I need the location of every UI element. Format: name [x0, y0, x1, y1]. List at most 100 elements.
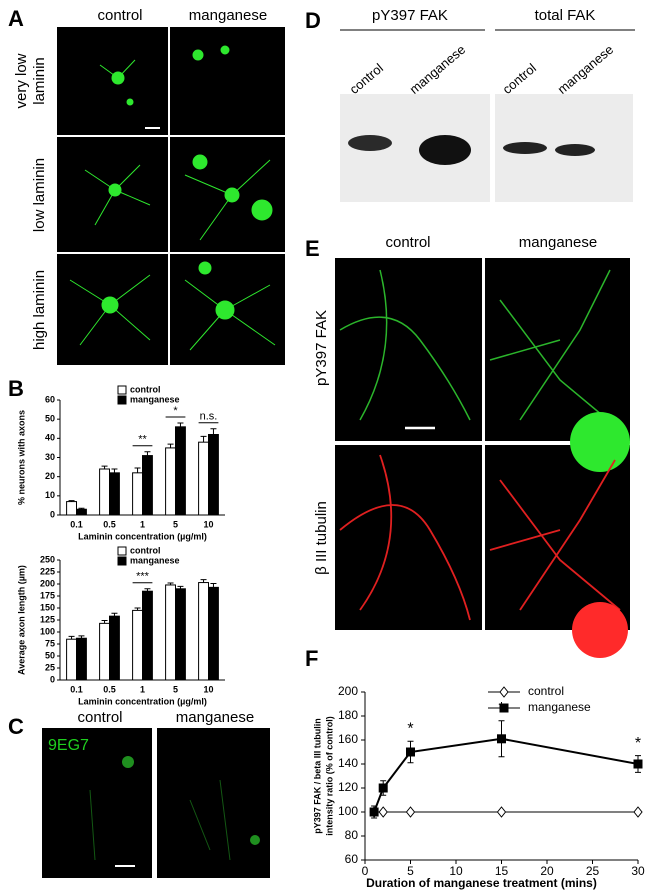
error-bar: [210, 428, 217, 435]
x-tick-label: 20: [540, 864, 554, 878]
lane-label: control: [499, 60, 539, 97]
marker: [369, 807, 379, 817]
x-tick-label: 1: [140, 684, 145, 694]
bar: [99, 468, 110, 516]
lane-label: manganese: [406, 42, 468, 97]
bar: [198, 441, 210, 516]
y-tick-label: 160: [338, 732, 358, 746]
row-label: low laminin: [31, 158, 48, 232]
y-tick-label: 30: [45, 452, 55, 462]
x-tick-label: 5: [173, 684, 178, 694]
western-blot: [340, 94, 633, 202]
bar: [142, 455, 153, 516]
error-bar: [210, 583, 217, 588]
bar: [99, 622, 110, 681]
x-tick-label: 15: [495, 864, 509, 878]
y-tick-label: 150: [40, 602, 55, 612]
error-bar: [68, 500, 75, 502]
x-axis-title: Laminin concentration (µg/ml): [78, 531, 207, 541]
y-tick-label: 75: [45, 638, 55, 648]
annotation: **: [138, 434, 147, 446]
bar: [208, 586, 219, 681]
panel-label: C: [8, 714, 24, 739]
marker: [633, 806, 643, 818]
row-label: laminin: [31, 57, 48, 105]
x-tick-label: 0.5: [103, 519, 116, 529]
y-tick-label: 50: [45, 414, 55, 424]
marker: [406, 747, 415, 757]
x-tick-label: 10: [449, 864, 463, 878]
bar: [76, 508, 87, 516]
error-bar: [144, 588, 151, 592]
annotation: *: [407, 720, 413, 737]
y-tick-label: 125: [40, 614, 55, 624]
error-bar: [167, 582, 174, 585]
column-header: control: [97, 7, 142, 24]
error-bar: [177, 585, 184, 589]
micrographs: [335, 258, 630, 658]
x-tick-label: 0.1: [70, 519, 83, 529]
panel-label: B: [8, 376, 24, 401]
bar: [132, 609, 144, 681]
y-axis-title: pY397 FAK / beta III tubulin: [312, 718, 322, 834]
legend-label: control: [528, 684, 564, 698]
annotation: ***: [136, 571, 150, 583]
bar: [198, 582, 210, 681]
y-tick-label: 50: [45, 650, 55, 660]
x-tick-label: 0.1: [70, 684, 83, 694]
bar: [66, 501, 77, 516]
error-bar: [200, 579, 207, 583]
column-header: manganese: [176, 709, 254, 726]
bar: [132, 472, 144, 516]
bar: [76, 637, 87, 681]
row-label: high laminin: [31, 270, 48, 350]
panel-label: A: [8, 6, 24, 31]
x-tick-label: 30: [631, 864, 645, 878]
x-tick-label: 0: [362, 864, 369, 878]
marker: [405, 806, 416, 818]
micrographs: [42, 728, 270, 878]
y-tick-label: 60: [345, 852, 359, 866]
row-label: pY397 FAK: [313, 310, 330, 386]
x-tick-label: 10: [203, 684, 213, 694]
error-bar: [111, 612, 118, 617]
error-bar: [177, 422, 184, 427]
annotation: *: [498, 700, 504, 717]
y-tick-label: 200: [338, 684, 358, 698]
legend-swatch: [117, 556, 127, 566]
row-label: β III tubulin: [313, 501, 330, 575]
lane-label: control: [346, 60, 386, 97]
lane-label: manganese: [554, 42, 616, 97]
y-tick-label: 80: [345, 828, 359, 842]
column-header: control: [385, 234, 430, 251]
stain-label: 9EG7: [48, 737, 89, 754]
annotation: *: [173, 405, 178, 417]
row-label: very low: [13, 53, 30, 108]
x-tick-label: 5: [407, 864, 414, 878]
legend-label: manganese: [130, 394, 180, 404]
legend-swatch: [117, 385, 127, 395]
y-tick-label: 175: [40, 590, 55, 600]
x-axis-title: Laminin concentration (µg/ml): [78, 696, 207, 706]
error-bar: [134, 467, 141, 473]
error-bar: [101, 465, 108, 469]
y-axis-title: % neurons with axons: [16, 410, 26, 505]
y-axis-title: Average axon length (µm): [16, 565, 26, 675]
bar: [208, 434, 219, 516]
y-tick-label: 0: [50, 509, 55, 519]
error-bar: [144, 451, 151, 456]
annotation: n.s.: [200, 411, 218, 423]
marker: [378, 783, 388, 793]
annotation: *: [635, 735, 641, 752]
bar: [175, 588, 186, 681]
marker: [378, 806, 388, 818]
x-tick-label: 0.5: [103, 684, 116, 694]
x-tick-label: 25: [586, 864, 600, 878]
panel-label: E: [305, 236, 320, 261]
marker: [497, 734, 506, 744]
column-header: manganese: [189, 7, 267, 24]
legend-label: control: [130, 545, 161, 555]
legend-swatch: [117, 546, 127, 556]
bar: [109, 615, 120, 681]
